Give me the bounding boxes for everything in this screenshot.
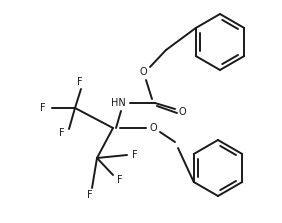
- Text: O: O: [178, 107, 186, 117]
- Text: O: O: [139, 67, 147, 77]
- Text: HN: HN: [111, 98, 125, 108]
- Text: F: F: [40, 103, 46, 113]
- Text: F: F: [77, 77, 83, 87]
- Text: O: O: [149, 123, 157, 133]
- Text: F: F: [59, 128, 65, 138]
- Text: F: F: [117, 175, 123, 185]
- Text: F: F: [132, 150, 138, 160]
- Text: F: F: [87, 190, 93, 200]
